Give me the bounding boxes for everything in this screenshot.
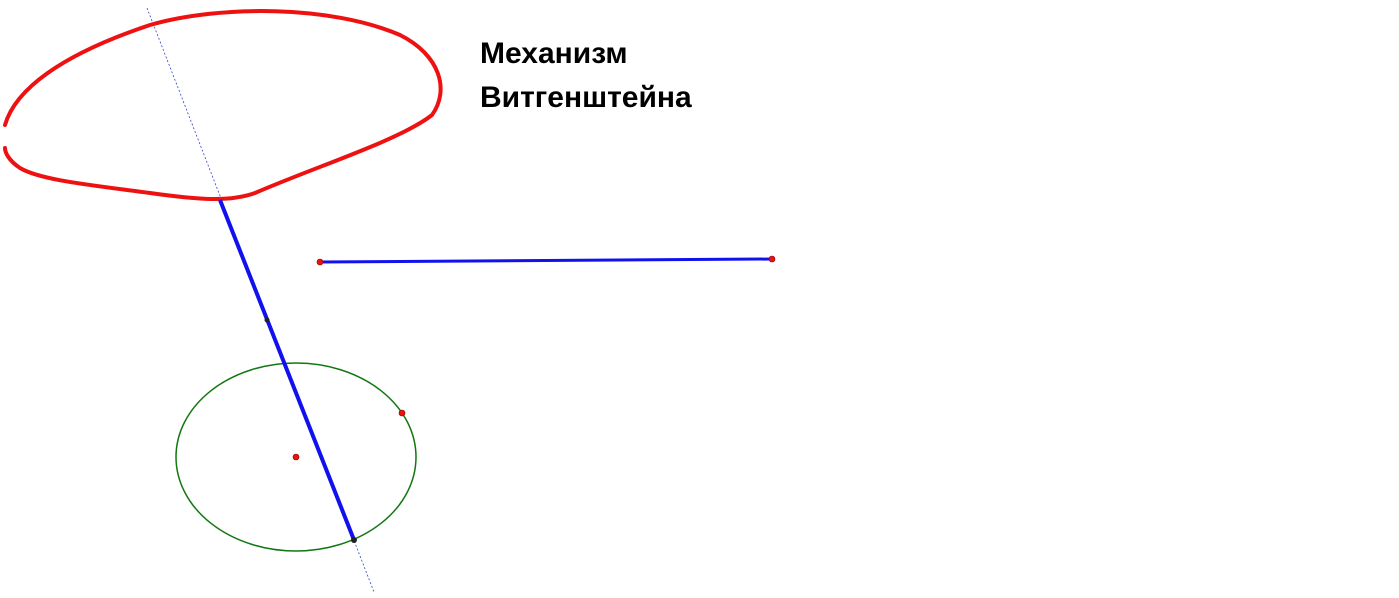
trace-curve (3, 9, 443, 202)
title-line: Механизм (480, 37, 628, 70)
segment (319, 257, 773, 264)
point (398, 409, 406, 417)
rod (218, 199, 356, 541)
point (768, 255, 776, 263)
point (351, 537, 357, 543)
point (316, 258, 324, 266)
title-line: Витгенштейна (480, 81, 692, 114)
center-point (292, 453, 300, 461)
crank-circle (175, 362, 417, 552)
point (264, 317, 270, 323)
